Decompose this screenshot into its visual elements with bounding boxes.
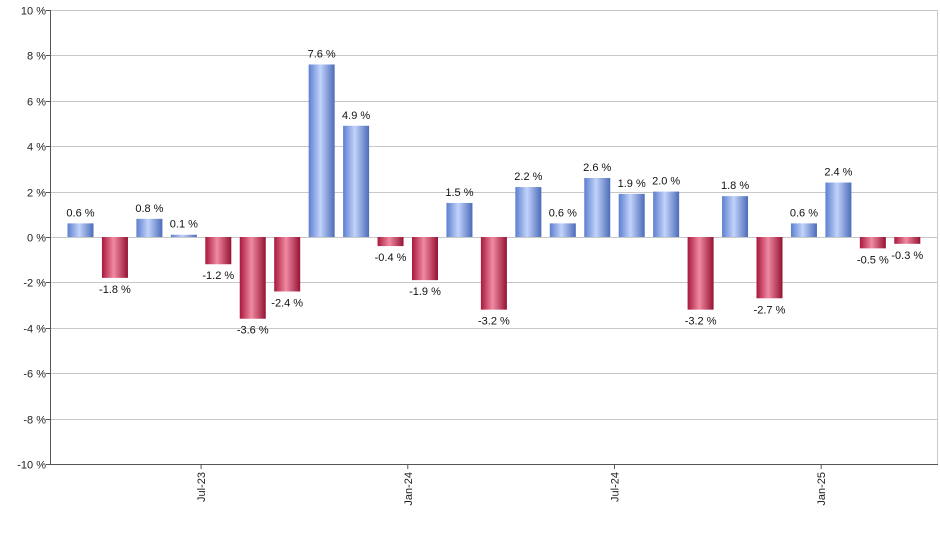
y-tick-label: 6 % [27,97,46,109]
bar [894,237,921,244]
y-tick-label: -4 % [23,324,46,336]
y-axis-tick-labels: -10 % -8 % -6 % -4 % -2 % 0 % 2 % 4 % 6 % 8 % 10 % [17,6,50,472]
data-label: 2.4 % [824,167,852,179]
data-label: 1.9 % [618,178,646,190]
data-label: -1.9 % [409,286,441,298]
bar [377,237,404,247]
data-label: -3.2 % [478,316,510,328]
data-label: -3.6 % [237,325,269,337]
y-tick-label: 10 % [21,6,46,18]
bar [722,196,749,237]
axes [50,10,938,465]
bar [515,187,542,237]
data-label: 2.2 % [514,171,542,183]
data-label: 1.8 % [721,180,749,192]
bar [756,237,783,299]
bar [136,218,163,237]
bar [67,223,94,237]
y-tick-label: -2 % [23,278,46,290]
data-label: 0.6 % [790,207,818,219]
x-axis-tick-labels: Jul-23 Jan-24 Jul-24 Jan-25 [196,464,828,506]
y-tick-label: 4 % [27,142,46,154]
x-tick-label: Jan-24 [403,472,415,506]
data-label: -2.7 % [754,304,786,316]
data-label: -0.5 % [857,254,889,266]
data-label: 0.6 % [66,207,94,219]
bar [170,234,197,237]
y-tick-label: -10 % [17,460,46,472]
y-tick-label: 8 % [27,51,46,63]
data-label: 4.9 % [342,110,370,122]
bar [239,237,266,319]
bar [825,182,852,237]
data-label: 0.1 % [170,219,198,231]
data-label: -0.4 % [375,252,407,264]
bar [859,237,886,249]
data-label: 0.8 % [135,203,163,215]
x-tick-label: Jul-24 [609,472,621,502]
data-label: 0.6 % [549,207,577,219]
bar [308,64,335,237]
bar [412,237,438,281]
data-label: -1.2 % [202,270,234,282]
bars [67,64,921,319]
y-tick-label: -6 % [23,369,46,381]
bar [274,237,301,292]
x-tick-label: Jan-25 [816,472,828,506]
bar [687,237,714,310]
bar [549,223,576,237]
y-tick-label: 0 % [27,233,46,245]
bar [446,202,473,237]
data-labels: 0.6 % -1.8 % 0.8 % 0.1 % -1.2 % -3.6 % -2.4 % 7… [66,48,923,336]
data-label: 2.0 % [652,176,680,188]
data-label: -2.4 % [271,297,303,309]
y-tick-label: -8 % [23,415,46,427]
bar [480,237,507,310]
bar [790,223,817,237]
bar [584,177,611,237]
y-tick-label: 2 % [27,188,46,200]
data-label: -3.2 % [685,316,717,328]
data-label: 2.6 % [583,162,611,174]
x-tick-label: Jul-23 [196,472,208,502]
bar [101,237,128,278]
bar [618,193,645,237]
bar [653,191,680,237]
data-label: 7.6 % [308,48,336,60]
bar [343,125,370,237]
bar [205,237,232,265]
data-label: -1.8 % [99,284,131,296]
data-label: -0.3 % [891,250,923,262]
data-label: 1.5 % [445,187,473,199]
